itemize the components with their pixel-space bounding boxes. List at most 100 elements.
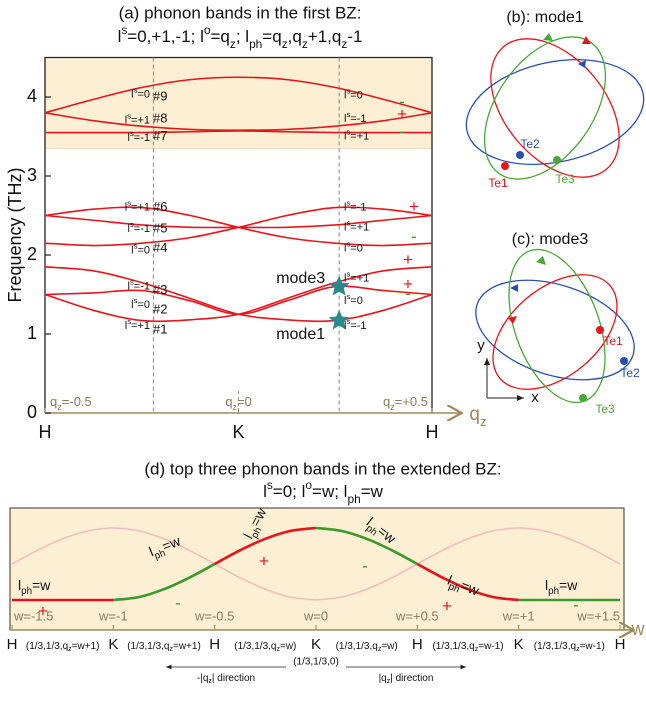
- superscript: s: [346, 86, 350, 95]
- symmetry-label: ls=0: [344, 239, 363, 254]
- symmetry-label: ls=-1: [127, 277, 150, 292]
- y-tick-label: 4: [27, 86, 37, 106]
- sign: +: [442, 596, 452, 615]
- text-part: =-1: [350, 320, 366, 332]
- mode-marker: [328, 275, 350, 296]
- text-part: l: [263, 482, 267, 501]
- band-annotation: lph=w: [545, 577, 578, 597]
- superscript: s: [134, 85, 138, 94]
- atom-label: Te1: [603, 334, 623, 348]
- band-line: [44, 206, 433, 247]
- superscript: s: [346, 269, 350, 278]
- text-part: l: [125, 202, 127, 214]
- chart-subtitle: ls=0,+1,-1; lo=qz; lph=qz,qz+1,qz-1: [118, 23, 363, 51]
- symmetry-point: K: [311, 636, 321, 653]
- text-part: l: [127, 223, 129, 235]
- arrowhead: [543, 33, 553, 41]
- subscript: z: [282, 37, 288, 51]
- symmetry-label: ls=-1: [127, 129, 150, 144]
- band-label: #6: [153, 199, 167, 214]
- direction-label: (1/3,1/3,0): [293, 657, 339, 668]
- superscript: s: [346, 110, 350, 119]
- text-part: =-1: [134, 223, 150, 235]
- superscript: o: [305, 478, 312, 492]
- path-label: (1/3,1/3,qz=w): [234, 641, 296, 654]
- text-part: l: [344, 89, 346, 101]
- sign: -: [175, 593, 181, 612]
- symmetry-label: ls=0: [131, 295, 150, 310]
- superscript: s: [127, 111, 131, 120]
- path-label: (1/3,1/3,qz=w): [336, 641, 398, 654]
- chart-title: (a) phonon bands in the first BZ:: [119, 3, 362, 22]
- subscript: ph: [249, 37, 262, 51]
- symmetry-label: ls=-1: [127, 219, 150, 234]
- text-part: =0: [350, 89, 363, 101]
- subscript: ph: [153, 548, 167, 562]
- y-tick-label: 0: [27, 402, 37, 422]
- orbit: [465, 58, 645, 166]
- text-part: =w+1): [173, 641, 201, 652]
- text-part: =+1: [350, 130, 369, 142]
- text-part: =-1: [350, 113, 366, 125]
- sign: +: [403, 275, 413, 294]
- subscript: z: [277, 646, 281, 653]
- x-axis-label: qz: [469, 404, 486, 429]
- superscript: s: [346, 218, 350, 227]
- text-part: (1/3,1/3,q: [234, 641, 276, 652]
- text-part: +1,q: [308, 27, 342, 46]
- path-label: (1/3,1/3,qz=w-1): [432, 641, 503, 654]
- text-part: l: [344, 221, 346, 233]
- superscript: s: [346, 239, 350, 248]
- band-label: #7: [153, 128, 167, 143]
- arrowhead: [578, 60, 586, 68]
- band-label: #2: [153, 302, 167, 317]
- diagram-b: (b): mode1 Te1 Te2 Te3: [465, 9, 645, 190]
- text-part: =w: [458, 577, 482, 599]
- text-part: l: [131, 244, 133, 256]
- text-part: l: [131, 299, 133, 311]
- symmetry-label: ls=0: [344, 86, 363, 101]
- superscript: s: [346, 317, 350, 326]
- subscript: z: [230, 37, 236, 51]
- x-axis-label: w: [631, 619, 646, 639]
- symmetry-label: ls=+1: [125, 198, 150, 213]
- chart-title: (d) top three phonon bands in the extend…: [144, 459, 501, 478]
- symmetry-point: H: [412, 636, 423, 653]
- diagram-title: (b): mode1: [506, 9, 583, 26]
- text-part: l: [344, 273, 346, 285]
- text-part: | direction: [390, 673, 433, 684]
- atom-label: Te2: [620, 366, 640, 380]
- subscript: z: [208, 678, 212, 685]
- text-part: =0: [350, 243, 363, 255]
- text-part: =w): [381, 641, 397, 652]
- text-part: =w: [32, 577, 51, 593]
- band-annotation: lph=w: [147, 532, 185, 563]
- text-part: q: [469, 404, 480, 425]
- atom: [596, 326, 604, 334]
- symmetry-point: H: [7, 636, 18, 653]
- subscript: z: [390, 402, 395, 412]
- text-part: l: [344, 295, 346, 307]
- sign: -: [411, 227, 417, 246]
- text-part: l: [344, 320, 346, 332]
- band-line: [44, 76, 433, 114]
- superscript: s: [130, 129, 134, 138]
- text-part: =-1: [134, 281, 150, 293]
- sign: +: [397, 105, 407, 124]
- atom: [620, 357, 628, 365]
- text-part: =w-1): [478, 641, 503, 652]
- band-line: [315, 526, 418, 566]
- text-part: (1/3,1/3,q: [127, 641, 169, 652]
- atom-label: Te3: [555, 172, 575, 186]
- text-part: ,q: [288, 27, 302, 46]
- text-part: ; l: [236, 27, 249, 46]
- y-tick-label: 1: [27, 323, 37, 343]
- band-line: [44, 285, 433, 316]
- axis-label: x: [531, 389, 539, 406]
- atom: [553, 156, 561, 164]
- text-part: =+1: [350, 221, 369, 233]
- text-part: l: [344, 202, 346, 214]
- superscript: s: [130, 277, 134, 286]
- orbit: [483, 36, 607, 180]
- arrowhead: [582, 36, 591, 44]
